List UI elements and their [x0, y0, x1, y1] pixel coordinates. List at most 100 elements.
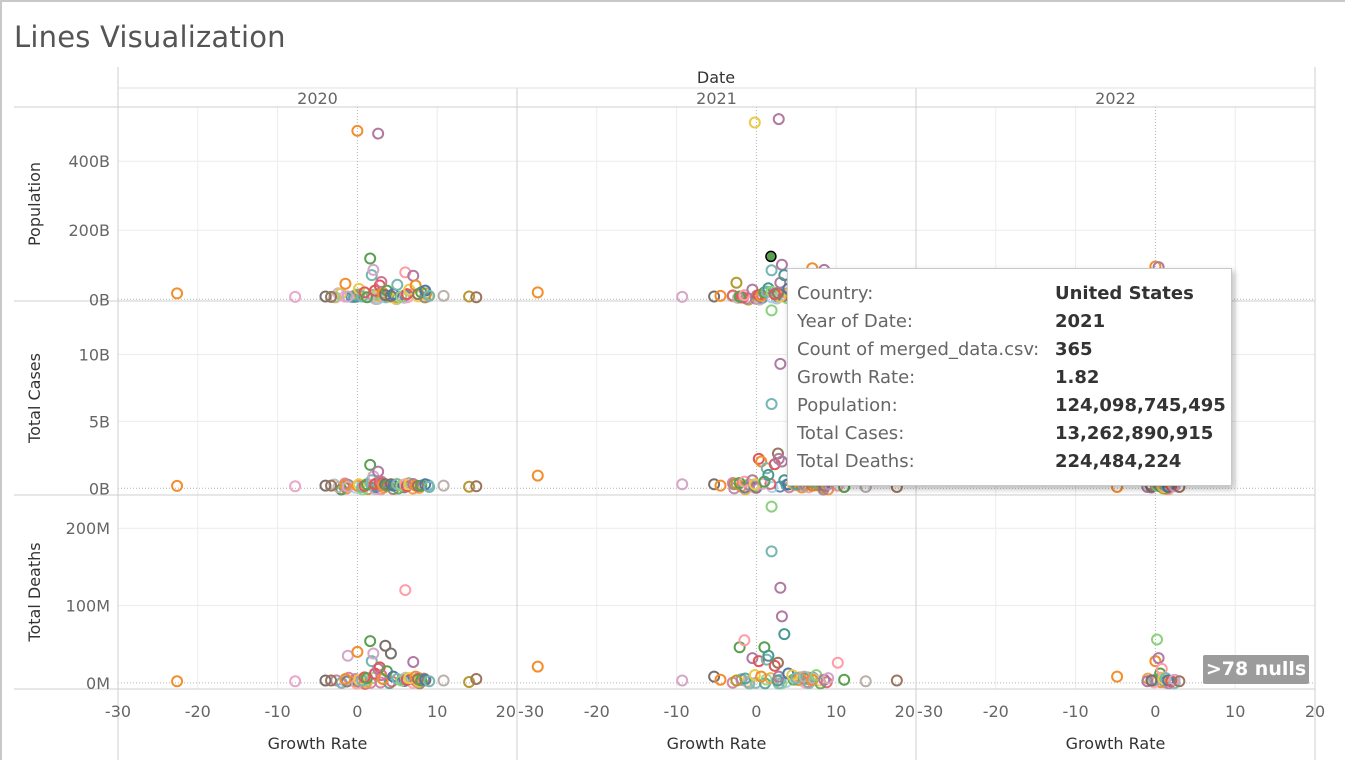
data-point [733, 290, 746, 303]
data-point [289, 480, 302, 493]
data-point [714, 289, 727, 302]
tooltip-value: 2021 [1055, 311, 1106, 332]
data-point [319, 290, 332, 303]
x-axis-title: Growth Rate [667, 734, 767, 753]
data-point [774, 581, 787, 594]
data-point [325, 674, 338, 687]
data-point [774, 357, 787, 370]
data-point [772, 113, 785, 126]
data-point [470, 480, 483, 493]
y-tick-label: 0M [86, 674, 110, 693]
data-point [384, 647, 397, 660]
data-point [325, 290, 338, 303]
tooltip-label: Country: [797, 283, 874, 304]
data-point [463, 676, 476, 689]
data-point [859, 675, 872, 688]
data-point [765, 304, 778, 317]
data-point [339, 478, 352, 491]
data-point [1111, 670, 1124, 683]
data-point [403, 672, 416, 685]
data-point [367, 647, 380, 660]
data-point [407, 655, 420, 668]
tooltip-value: 124,098,745,495 [1055, 395, 1226, 416]
tooltip-value: United States [1055, 283, 1194, 304]
tooltip-label: Total Deaths: [797, 451, 915, 472]
y-tick-label: 200B [68, 221, 110, 240]
x-tick-label: 10 [427, 702, 447, 721]
x-tick-label: -20 [185, 702, 211, 721]
data-point [1150, 633, 1163, 646]
tooltip-value: 1.82 [1055, 367, 1100, 388]
tooltip-label: Growth Rate: [797, 367, 916, 388]
data-point [463, 480, 476, 493]
highlighted-data-point [765, 250, 777, 263]
data-point [364, 635, 377, 648]
column-label-2020: 2020 [297, 89, 338, 108]
data-point [755, 455, 768, 468]
y-tick-label: 0B [89, 479, 110, 498]
x-tick-label: -30 [105, 702, 131, 721]
x-axis-title: Growth Rate [268, 734, 368, 753]
column-label-2022: 2022 [1095, 89, 1136, 108]
data-point [790, 672, 803, 685]
data-point [379, 639, 392, 652]
data-point [339, 277, 352, 290]
data-point [738, 634, 751, 647]
y-tick-label: 10B [79, 346, 110, 365]
row-label: Population [25, 162, 44, 246]
data-point [395, 290, 408, 303]
data-point [437, 479, 450, 492]
data-point [351, 124, 364, 137]
data-point [171, 479, 184, 492]
data-point [171, 675, 184, 688]
data-point [772, 452, 785, 465]
nulls-indicator-badge[interactable]: >78 nulls [1203, 655, 1309, 684]
data-point [341, 649, 354, 662]
left-border [0, 0, 2, 760]
data-point [765, 545, 778, 558]
data-point [463, 290, 476, 303]
x-tick-label: -20 [983, 702, 1009, 721]
data-point [771, 656, 784, 669]
data-point [289, 675, 302, 688]
data-point [714, 479, 727, 492]
x-tick-label: -20 [584, 702, 610, 721]
page-title: Lines Visualization [14, 20, 286, 54]
tooltip-value: 365 [1055, 339, 1093, 360]
data-point [762, 282, 775, 295]
x-tick-label: 0 [352, 702, 362, 721]
data-point [395, 674, 408, 687]
tooltip-value: 13,262,890,915 [1055, 423, 1214, 444]
data-point [762, 649, 775, 662]
data-point [765, 398, 778, 411]
data-point [768, 659, 781, 672]
data-point [752, 655, 765, 668]
data-point [531, 286, 544, 299]
data-point [423, 675, 436, 688]
x-tick-label: -10 [664, 702, 690, 721]
data-point [778, 628, 791, 641]
data-point [748, 116, 761, 129]
data-point [1145, 674, 1158, 687]
x-tick-label: 20 [895, 702, 915, 721]
data-point [733, 476, 746, 489]
data-point [352, 478, 365, 491]
tooltip-label: Year of Date: [797, 311, 913, 332]
data-point [289, 290, 302, 303]
data-point [765, 500, 778, 513]
column-header-label: Date [697, 68, 735, 87]
data-point [775, 610, 788, 623]
x-axis-title: Growth Rate [1066, 734, 1166, 753]
data-point [708, 670, 721, 683]
row-label: Total Cases [25, 353, 44, 444]
data-point [375, 276, 388, 289]
x-tick-label: 20 [1305, 702, 1325, 721]
data-point [437, 674, 450, 687]
data-point [470, 672, 483, 685]
x-tick-label: 10 [826, 702, 846, 721]
data-point [319, 674, 332, 687]
data-point [365, 655, 378, 668]
data-point [364, 458, 377, 471]
data-point [762, 468, 775, 481]
tooltip: Country: United States Year of Date: 202… [787, 268, 1232, 486]
